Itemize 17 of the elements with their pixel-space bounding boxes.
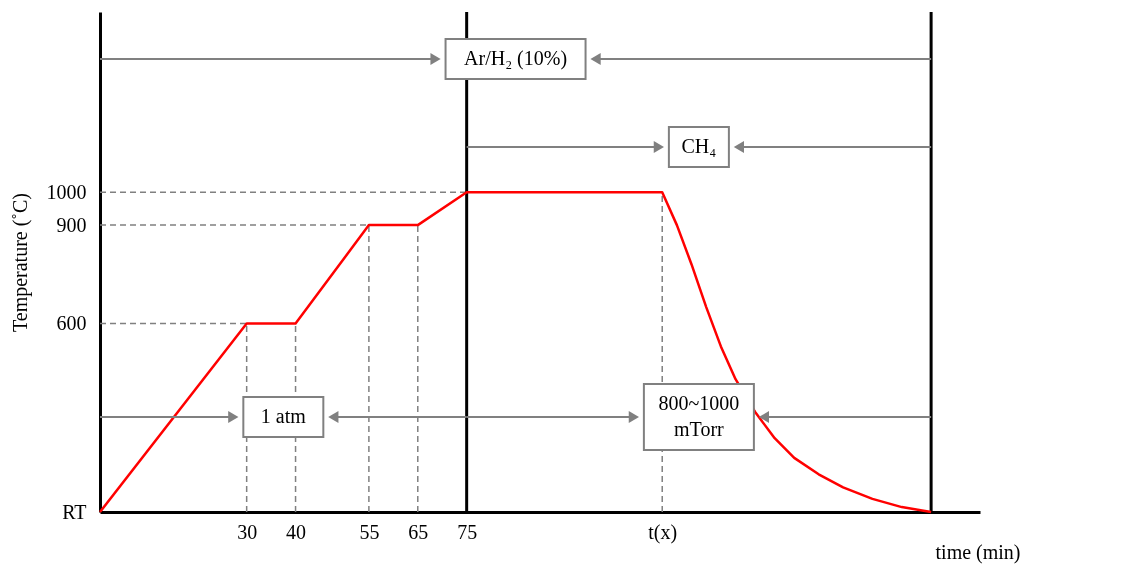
annotation: 800~1000 mTorr xyxy=(658,392,740,440)
annotation: Ar/H₂ (10%) xyxy=(464,47,568,70)
x-tick-label: 40 xyxy=(286,520,307,543)
x-tick-label: 55 xyxy=(359,520,380,543)
x-axis-title: time (min) xyxy=(935,540,1021,564)
x-tick-label: t(x) xyxy=(648,520,678,544)
y-tick-label: 1000 xyxy=(46,180,87,203)
x-tick-label: 65 xyxy=(408,520,429,543)
annotation: CH₄ xyxy=(681,135,717,157)
annotation: 1 atm xyxy=(260,405,307,427)
x-tick-label: 30 xyxy=(237,520,258,543)
x-tick-label: 75 xyxy=(457,520,478,543)
line-series xyxy=(98,191,933,514)
y-tick-label: 600 xyxy=(56,311,87,334)
y-axis-title: Temperature (˚C) xyxy=(8,192,32,333)
y-tick-label: 900 xyxy=(56,213,87,236)
y-tick-label: RT xyxy=(62,500,87,523)
